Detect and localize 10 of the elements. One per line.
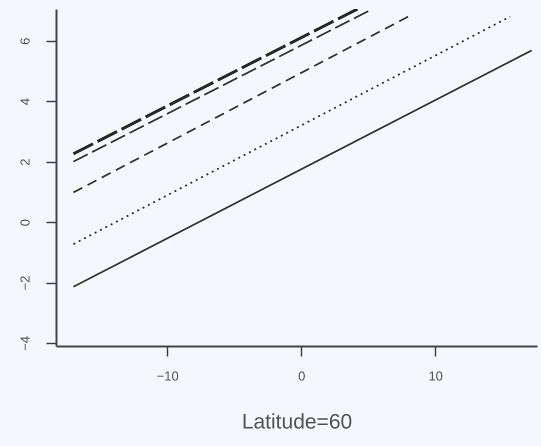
y-tick-label: −4: [18, 336, 32, 351]
x-tick-label: −10: [156, 368, 179, 384]
y-tick-label: 6: [18, 38, 32, 45]
y-tick-label: −2: [18, 276, 32, 290]
x-tick-label: 0: [298, 368, 306, 384]
y-tick-label: 0: [18, 218, 32, 226]
y-tick-label: 4: [18, 98, 32, 106]
x-axis-title: Latitude=60: [242, 410, 352, 434]
y-tick-label: 2: [18, 158, 32, 166]
x-tick-label: 10: [428, 368, 443, 384]
